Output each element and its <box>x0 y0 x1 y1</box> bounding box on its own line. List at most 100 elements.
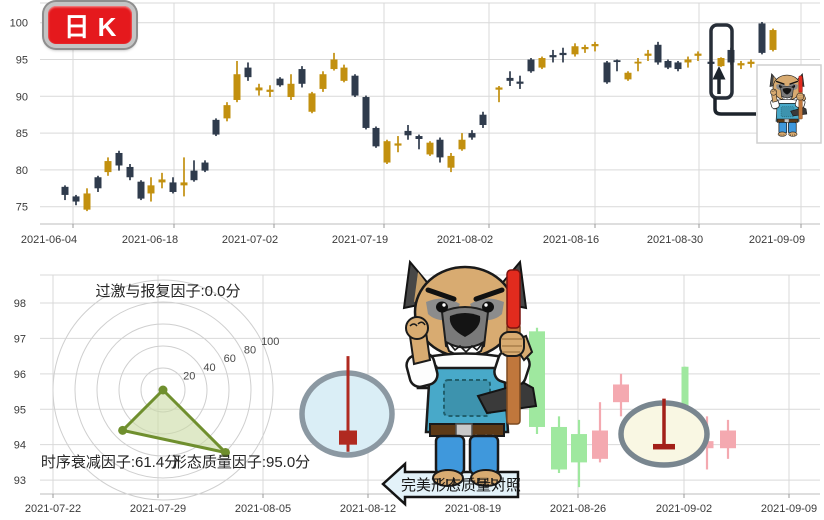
candle-body <box>404 130 412 136</box>
y-tick-label: 96 <box>14 369 26 381</box>
candle-body <box>529 331 545 427</box>
candle-body <box>447 155 455 168</box>
radar-ring-label: 20 <box>183 370 195 382</box>
candle-body <box>506 77 514 81</box>
x-tick-label: 2021-07-22 <box>25 503 81 515</box>
radar-polygon <box>121 388 227 454</box>
candle-body <box>684 59 692 63</box>
x-tick-label: 2021-06-04 <box>21 234 77 246</box>
mascot-thumbnail <box>756 64 822 144</box>
candle-body <box>298 69 306 84</box>
candle-body <box>592 430 608 459</box>
candle-body <box>104 161 112 173</box>
candle-body <box>115 152 123 166</box>
hammer-body <box>339 430 357 445</box>
candle-body <box>233 74 241 100</box>
candle-body <box>169 182 177 192</box>
y-tick-label: 90 <box>16 91 28 103</box>
candle-body <box>717 58 725 67</box>
x-tick-label: 2021-08-26 <box>550 503 606 515</box>
x-tick-label: 2021-07-29 <box>130 503 186 515</box>
radar-vertex <box>118 425 128 435</box>
radar-factor-left: 时序衰减因子:61.4分 <box>41 454 179 471</box>
candle-body <box>126 166 134 178</box>
radar-factor-top: 过激与报复因子:0.0分 <box>95 282 240 300</box>
candle-body <box>147 185 155 194</box>
candle-body <box>372 127 380 147</box>
y-tick-label: 94 <box>14 440 26 452</box>
top-chart-grid <box>40 2 820 225</box>
bottom-chart-axes: 98 97 96 95 94 93 2021-07-22 2021-07-29 2021-08-… <box>14 298 817 515</box>
candle-body <box>158 179 166 183</box>
radar-factor-right: 形态质量因子:95.0分 <box>172 454 310 471</box>
top-chart-axes: 100 95 90 85 80 75 2021-06-04 2021-06-18 2021-07… <box>10 18 806 246</box>
radar-ring <box>74 301 252 479</box>
radar-chart: 20 40 60 80 100 <box>52 279 279 501</box>
candle-body <box>634 61 642 64</box>
candle-body <box>83 193 91 210</box>
candle-body <box>527 59 535 72</box>
x-tick-label: 2021-08-02 <box>437 234 493 246</box>
candle-body <box>644 53 652 56</box>
radar-ring-label: 80 <box>244 345 256 357</box>
candle-body <box>694 53 702 56</box>
candle-body <box>287 83 295 98</box>
x-tick-label: 2021-09-02 <box>656 503 712 515</box>
y-tick-label: 85 <box>16 128 28 140</box>
candle-body <box>255 87 263 91</box>
dog-mascot <box>404 262 536 486</box>
candle-body <box>201 162 209 171</box>
candle-body <box>351 75 359 96</box>
candle-body <box>571 434 587 463</box>
candle-body <box>747 61 755 64</box>
candle-body <box>340 67 348 81</box>
candle-body <box>458 139 466 150</box>
candle-body <box>244 67 252 78</box>
y-tick-label: 95 <box>16 55 28 67</box>
comparison-arrow-label: 完美形态质量对照 <box>401 477 521 494</box>
candle-body <box>94 177 102 189</box>
candle-body <box>654 44 662 63</box>
y-tick-label: 80 <box>16 165 28 177</box>
candle-body <box>516 81 524 84</box>
y-tick-label: 97 <box>14 333 26 345</box>
candle-body <box>190 170 198 181</box>
bottom-chart-candles <box>529 327 736 488</box>
candle-body <box>266 89 274 92</box>
x-tick-label: 2021-07-19 <box>332 234 388 246</box>
highlight-box <box>709 23 734 100</box>
candle-body <box>559 52 567 56</box>
x-tick-label: 2021-06-18 <box>122 234 178 246</box>
top-chart-candles <box>61 21 777 212</box>
candle-body <box>61 186 69 195</box>
candle-body <box>624 72 632 80</box>
radar-ring <box>96 323 230 457</box>
y-tick-label: 75 <box>16 202 28 214</box>
y-tick-label: 95 <box>14 404 26 416</box>
candle-body <box>330 59 338 70</box>
daily-k-badge: 日K <box>44 2 136 48</box>
radar-vertex <box>158 385 168 395</box>
y-tick-label: 93 <box>14 475 26 487</box>
x-tick-label: 2021-08-05 <box>235 503 291 515</box>
candle-body <box>436 139 444 158</box>
candle-body <box>180 182 188 186</box>
y-tick-label: 100 <box>10 18 28 30</box>
candle-body <box>674 62 682 70</box>
radar-ring-label: 40 <box>203 362 215 374</box>
radar-ring-label: 60 <box>224 353 236 365</box>
candle-body <box>319 74 327 89</box>
candle-body <box>468 133 476 138</box>
candle-body <box>603 62 611 83</box>
candle-body <box>426 142 434 155</box>
radar-ring-label: 100 <box>261 336 279 348</box>
candle-body <box>479 114 487 126</box>
candle-body <box>495 87 503 90</box>
candle-body <box>72 196 80 202</box>
candle-body <box>613 60 621 63</box>
candle-body <box>591 44 599 47</box>
candle-body <box>581 46 589 50</box>
candle-body <box>538 58 546 68</box>
candle-body <box>571 46 579 55</box>
